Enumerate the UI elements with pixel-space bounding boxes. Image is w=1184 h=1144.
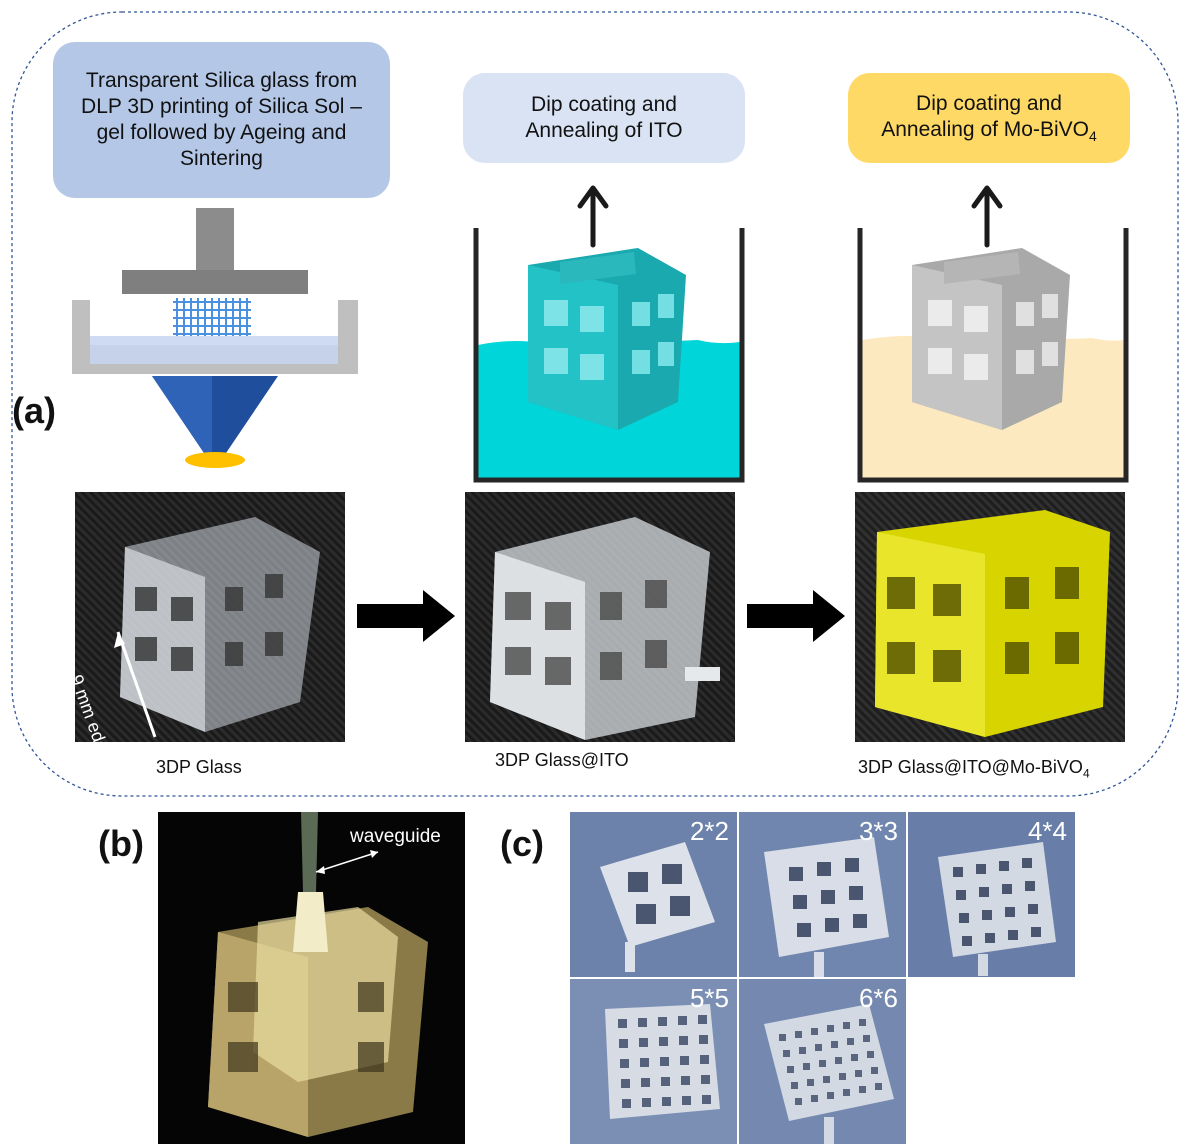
waveguide-cube-image: [208, 812, 428, 1137]
caption-3dp-glass: 3DP Glass: [156, 757, 242, 777]
panel-c-label: (c): [500, 823, 544, 864]
bivo4-dip-bath: [857, 185, 1129, 483]
scale-arrow: [116, 631, 157, 738]
process-arrow-2: [747, 590, 845, 642]
glass-cube-image: [114, 517, 320, 738]
ito-pull-arrow: [577, 185, 609, 248]
photo-3dp-glass-ito-bivo4: [855, 492, 1125, 742]
ito-bath-walls: [473, 228, 745, 483]
ito-lattice-cube: [528, 248, 686, 430]
bivo4-step-box: Dip coating and Annealing of Mo-BiVO4: [848, 73, 1130, 163]
caption-3dp-glass-ito-bivo4: 3DP Glass@ITO@Mo-BiVO4: [858, 757, 1090, 781]
grid-photo-5x5: 5*5: [570, 979, 737, 1144]
build-platform: [122, 270, 308, 294]
grid-label-2x2: 2*2: [689, 816, 729, 846]
grid-label-3x3: 3*3: [858, 816, 898, 846]
bivo4-step-line1: Dip coating and: [916, 91, 1062, 115]
printer-column: [196, 208, 234, 270]
process-arrow-1: [357, 590, 455, 642]
ito-step-text: Dip coating and Annealing of ITO: [525, 92, 683, 142]
grid-3x3-lattice: [764, 837, 889, 977]
grid-photo-2x2: 2*2: [570, 812, 737, 977]
grid-4x4-lattice: [938, 842, 1056, 976]
photo-3dp-glass-ito: [465, 492, 735, 742]
caption-3dp-glass-ito: 3DP Glass@ITO: [495, 750, 629, 770]
projector-lens: [185, 452, 245, 468]
bivo4-lattice-cube: [912, 248, 1070, 430]
grid-label-6x6: 6*6: [858, 983, 898, 1013]
bivo4-bath-walls: [857, 228, 1129, 483]
grid-photo-3x3: 3*3: [739, 812, 906, 977]
waveguide-annotation: waveguide: [350, 826, 441, 847]
ito-cube-image: [490, 517, 720, 740]
sol-gel-step-box: Transparent Silica glass from DLP 3D pri…: [53, 42, 390, 198]
resin: [90, 336, 338, 364]
grid-photo-4x4: 4*4: [908, 812, 1075, 977]
grid-6x6-lattice: [764, 1004, 894, 1144]
panel-b-label: (b): [98, 823, 144, 864]
bivo4-step-line2: Annealing of Mo-BiVO4: [881, 117, 1097, 144]
bivo4-cube-image: [875, 510, 1110, 737]
grid-5x5-lattice: [605, 1004, 720, 1119]
panel-a-label: (a): [12, 390, 56, 431]
bivo4-pull-arrow: [971, 185, 1003, 248]
sol-gel-step-text: Transparent Silica glass from DLP 3D pri…: [81, 68, 362, 171]
grid-2x2-lattice: [600, 842, 715, 972]
panel-a-frame: [11, 11, 1179, 797]
dlp-printer-illustration: [72, 208, 358, 468]
ito-step-box: Dip coating and Annealing of ITO: [463, 73, 745, 163]
printed-lattice: [173, 298, 251, 336]
grid-photo-6x6: 6*6: [739, 979, 906, 1144]
grid-label-4x4: 4*4: [1027, 816, 1067, 846]
photo-3dp-glass: 9 mm edge: [75, 492, 345, 742]
grid-label-5x5: 5*5: [689, 983, 729, 1013]
ito-dip-bath: [473, 185, 745, 483]
photo-waveguide-cube: waveguide: [158, 812, 465, 1144]
waveguide-pointer: [315, 851, 379, 873]
